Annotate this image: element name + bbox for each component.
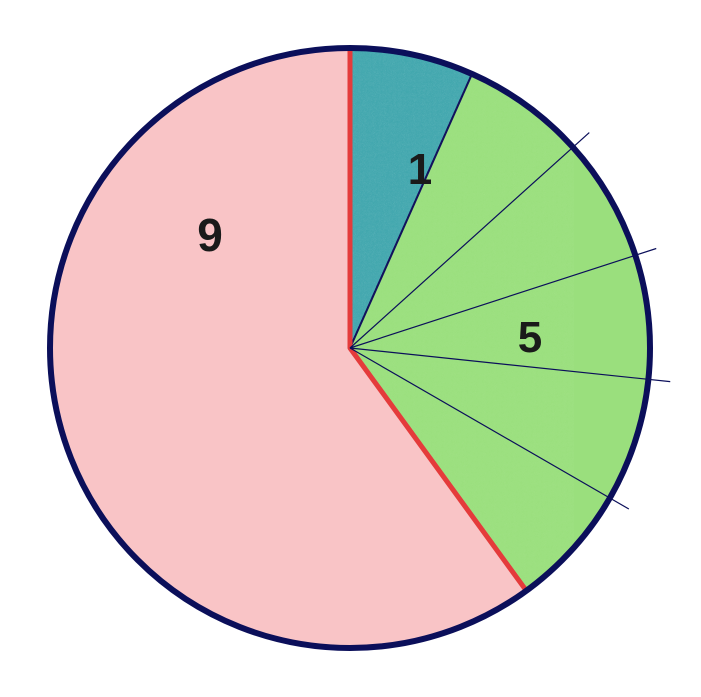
slice-label-red: 9 xyxy=(197,208,223,262)
pie-svg xyxy=(0,0,701,697)
slice-label-green: 5 xyxy=(518,313,542,363)
pie-chart: 1 5 9 xyxy=(0,0,701,697)
slice-label-teal: 1 xyxy=(408,145,432,195)
